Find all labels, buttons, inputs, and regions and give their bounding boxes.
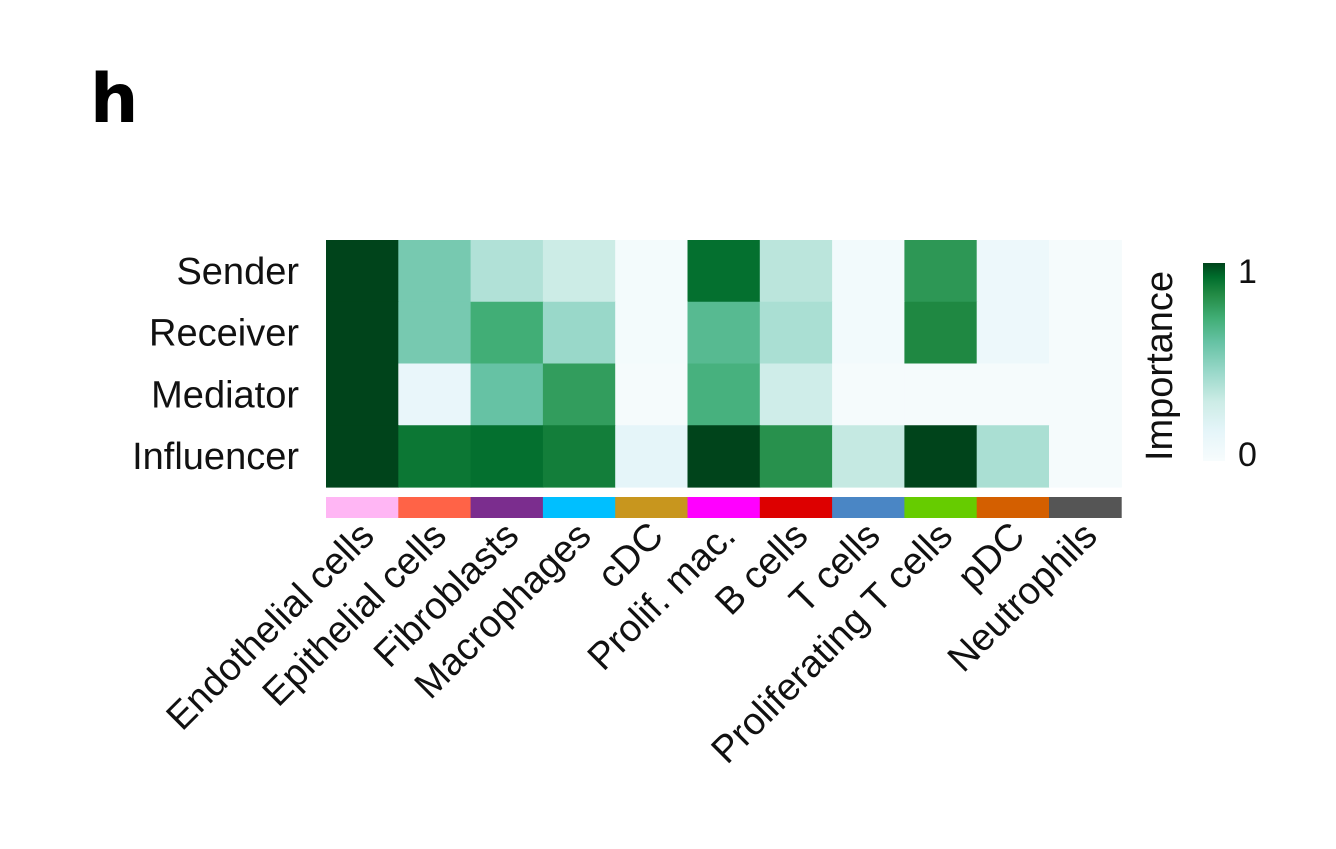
colorbar-legend: Importance 1 0	[1139, 253, 1257, 474]
heatmap-cell	[542, 425, 616, 488]
colorbar-gradient	[1203, 263, 1225, 461]
cell-type-color-swatch	[976, 497, 1050, 518]
heatmap-cell	[832, 301, 905, 365]
cell-type-color-swatch	[470, 497, 544, 518]
heatmap-cell	[904, 363, 978, 426]
row-label: Mediator	[151, 374, 299, 416]
legend-max-label: 1	[1238, 253, 1257, 291]
heatmap-cell	[326, 425, 399, 488]
heatmap-cell	[976, 301, 1050, 365]
heatmap-cell	[615, 240, 689, 303]
heatmap-cell	[326, 240, 399, 303]
cell-type-color-swatch	[687, 497, 761, 518]
row-labels: Sender Receiver Mediator Influencer	[132, 251, 299, 478]
heatmap-cell	[615, 425, 689, 488]
heatmap-cell	[398, 425, 472, 488]
heatmap-cell	[832, 425, 905, 488]
heatmap-cell	[759, 240, 833, 303]
heatmap-cell	[1049, 301, 1122, 365]
heatmap-cell	[615, 363, 689, 426]
heatmap-cell	[687, 363, 761, 426]
heatmap-cell	[904, 425, 978, 488]
heatmap-cell	[687, 301, 761, 365]
cell-type-color-swatch	[759, 497, 833, 518]
heatmap-cell	[976, 240, 1050, 303]
heatmap-cell	[1049, 363, 1122, 426]
panel-label: h	[90, 60, 138, 139]
heatmap-cell	[687, 240, 761, 303]
heatmap-cell	[470, 425, 544, 488]
heatmap-cells	[326, 240, 1122, 488]
cell-type-color-bar	[326, 497, 1122, 518]
heatmap-cell	[904, 301, 978, 365]
cell-type-color-swatch	[615, 497, 688, 518]
cell-type-color-swatch	[832, 497, 905, 518]
legend-title: Importance	[1139, 271, 1181, 461]
heatmap-cell	[398, 301, 472, 365]
cell-type-color-swatch	[904, 497, 978, 518]
heatmap-cell	[759, 301, 833, 365]
heatmap-cell	[832, 363, 905, 426]
cell-type-color-swatch	[1049, 497, 1122, 518]
legend-min-label: 0	[1238, 436, 1257, 474]
heatmap-cell	[1049, 240, 1122, 303]
heatmap-cell	[615, 301, 689, 365]
cell-type-color-swatch	[326, 497, 399, 518]
heatmap-cell	[542, 240, 616, 303]
heatmap-cell	[976, 425, 1050, 488]
cell-type-color-swatch	[542, 497, 616, 518]
heatmap-cell	[542, 301, 616, 365]
heatmap-cell	[759, 363, 833, 426]
heatmap-cell	[759, 425, 833, 488]
heatmap-cell	[470, 363, 544, 426]
heatmap-cell	[687, 425, 761, 488]
heatmap-cell	[398, 240, 472, 303]
row-label: Sender	[176, 251, 299, 293]
cell-type-color-swatch	[398, 497, 471, 518]
heatmap-cell	[470, 240, 544, 303]
heatmap-cell	[398, 363, 472, 426]
heatmap-cell	[542, 363, 616, 426]
heatmap-cell	[832, 240, 905, 303]
row-label: Receiver	[149, 313, 299, 355]
heatmap-cell	[326, 301, 399, 365]
heatmap-cell	[976, 363, 1050, 426]
heatmap-cell	[904, 240, 978, 303]
row-label: Influencer	[132, 436, 299, 478]
heatmap-cell	[326, 363, 399, 426]
heatmap-cell	[1049, 425, 1122, 488]
heatmap-cell	[470, 301, 544, 365]
